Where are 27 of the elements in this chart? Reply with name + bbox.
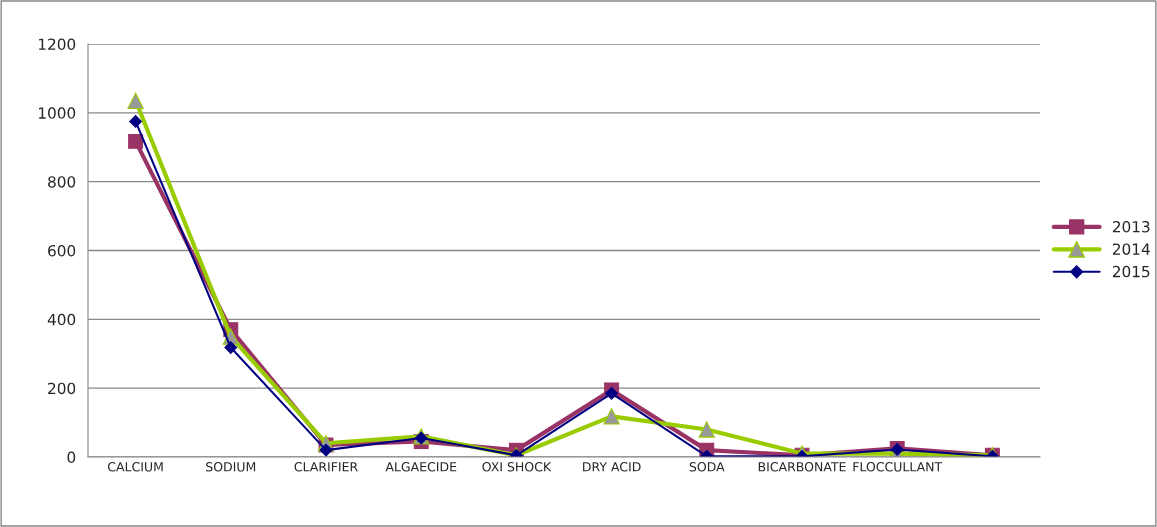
- x-tick-label: ALGAECIDE: [385, 462, 457, 472]
- point: [603, 408, 620, 425]
- y-tick-label: 400: [47, 313, 76, 326]
- x-tick-label: OXI SHOCK: [482, 462, 552, 472]
- y-tick-label: 1000: [38, 107, 76, 119]
- y-tick-label: 1200: [38, 38, 76, 51]
- legend-label: 2013: [1112, 220, 1150, 233]
- legend-label: 2015: [1112, 265, 1150, 278]
- y-tick-label: 800: [48, 176, 76, 188]
- x-tick-label: BICARBONATE: [758, 462, 846, 472]
- point: [128, 133, 144, 149]
- x-tick-label: CALCIUM: [108, 462, 163, 472]
- y-tick-label: 600: [48, 244, 76, 257]
- point: [698, 421, 715, 438]
- y-tick-label: 0: [67, 451, 76, 464]
- x-tick-label: SODA: [689, 462, 725, 472]
- point: [319, 443, 333, 457]
- x-tick-label: SODIUM: [206, 462, 256, 472]
- point: [224, 341, 238, 354]
- y-tick-label: 200: [48, 382, 76, 395]
- point: [129, 115, 143, 128]
- x-tick-label: CLARIFIER: [294, 462, 358, 472]
- point: [127, 92, 144, 109]
- legend-label: 2014: [1112, 243, 1150, 255]
- point: [605, 386, 619, 400]
- x-tick-label: FLOCCULLANT: [853, 462, 943, 472]
- x-tick-label: DRY ACID: [583, 462, 641, 472]
